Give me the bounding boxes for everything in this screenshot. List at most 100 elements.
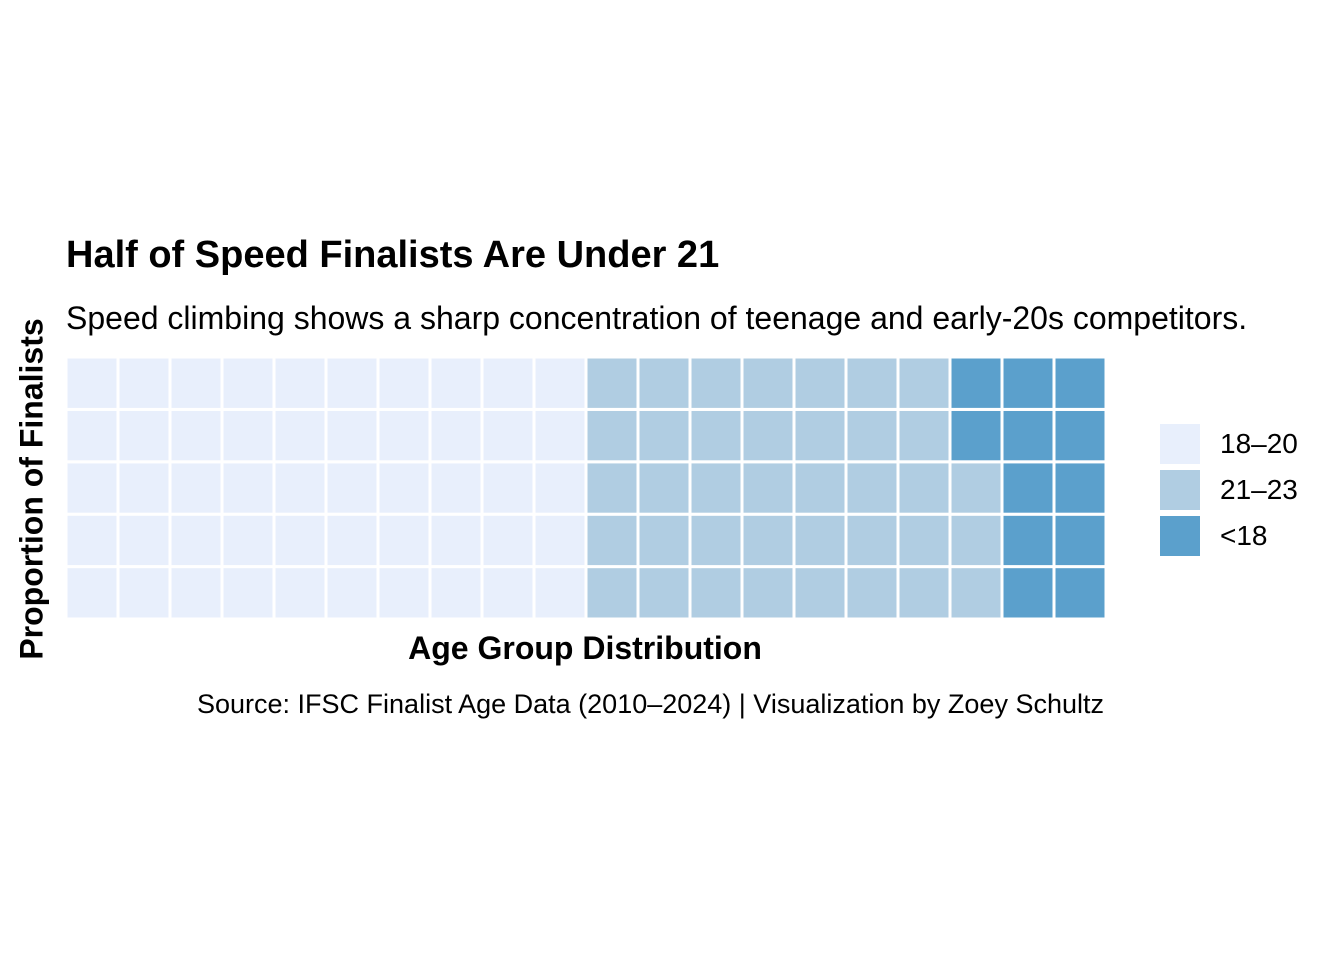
waffle-cell (116, 565, 172, 619)
waffle-cell (896, 407, 952, 464)
waffle-cell (896, 512, 952, 569)
waffle-cell (584, 512, 640, 569)
waffle-cell (532, 512, 588, 569)
waffle-cell (688, 512, 744, 569)
legend-swatch (1160, 424, 1200, 464)
waffle-cell (480, 407, 536, 464)
waffle-cell (324, 512, 380, 569)
waffle-cell (688, 460, 744, 516)
waffle-cell (376, 565, 432, 619)
waffle-cell (220, 460, 276, 516)
waffle-cell (844, 565, 900, 619)
waffle-cell (480, 460, 536, 516)
waffle-cell (532, 460, 588, 516)
waffle-cell (584, 407, 640, 464)
waffle-cell (1052, 357, 1106, 411)
waffle-cell (66, 565, 120, 619)
waffle-cell (324, 565, 380, 619)
waffle-cell (792, 407, 848, 464)
waffle-cell (636, 512, 692, 569)
waffle-cell (1052, 460, 1106, 516)
waffle-cell (1052, 565, 1106, 619)
waffle-cell (376, 460, 432, 516)
chart-title: Half of Speed Finalists Are Under 21 (66, 234, 720, 276)
waffle-cell (740, 460, 796, 516)
waffle-cell (220, 512, 276, 569)
waffle-cell (948, 357, 1004, 411)
waffle-cell (376, 357, 432, 411)
waffle-cell (66, 512, 120, 569)
legend-label: 21–23 (1220, 474, 1298, 505)
waffle-cell (1000, 512, 1056, 569)
waffle-cell (792, 357, 848, 411)
waffle-cell (428, 565, 484, 619)
waffle-cell (66, 357, 120, 411)
waffle-cell (376, 512, 432, 569)
waffle-cell (636, 407, 692, 464)
chart-subtitle: Speed climbing shows a sharp concentrati… (66, 300, 1248, 336)
waffle-cell (116, 460, 172, 516)
waffle-cell (532, 565, 588, 619)
waffle-cell (584, 357, 640, 411)
waffle-cell (272, 357, 328, 411)
waffle-cell (1052, 512, 1106, 569)
waffle-cell (168, 407, 224, 464)
waffle-cell (636, 460, 692, 516)
waffle-cell (688, 357, 744, 411)
waffle-cell (792, 460, 848, 516)
chart-caption: Source: IFSC Finalist Age Data (2010–202… (197, 689, 1104, 719)
waffle-cell (168, 460, 224, 516)
waffle-cell (740, 357, 796, 411)
waffle-cell (948, 460, 1004, 516)
waffle-cell (168, 512, 224, 569)
waffle-cell (948, 512, 1004, 569)
waffle-cell (844, 357, 900, 411)
waffle-cell (688, 565, 744, 619)
waffle-cell (66, 407, 120, 464)
x-axis-label: Age Group Distribution (408, 630, 762, 666)
waffle-cell (844, 512, 900, 569)
waffle-cell (1052, 407, 1106, 464)
waffle-cell (844, 407, 900, 464)
waffle-cell (740, 565, 796, 619)
waffle-cell (220, 565, 276, 619)
waffle-cell (688, 407, 744, 464)
waffle-cell (896, 460, 952, 516)
waffle-cell (324, 407, 380, 464)
waffle-cell (844, 460, 900, 516)
waffle-cell (948, 565, 1004, 619)
waffle-cell (168, 565, 224, 619)
waffle-cell (636, 565, 692, 619)
legend: 18–20 21–23 <18 (1160, 421, 1298, 559)
waffle-cell (116, 407, 172, 464)
waffle-cell (740, 407, 796, 464)
waffle-chart (66, 357, 1106, 619)
waffle-cell (740, 512, 796, 569)
legend-swatch (1160, 516, 1200, 556)
waffle-cell (376, 407, 432, 464)
waffle-cell (428, 407, 484, 464)
legend-item: 18–20 (1160, 421, 1298, 467)
legend-label: 18–20 (1220, 428, 1298, 459)
waffle-cell (272, 512, 328, 569)
waffle-cell (532, 357, 588, 411)
waffle-cell (792, 565, 848, 619)
legend-item: <18 (1160, 513, 1298, 559)
waffle-cell (428, 357, 484, 411)
legend-swatch (1160, 470, 1200, 510)
waffle-cell (948, 407, 1004, 464)
waffle-cell (1000, 460, 1056, 516)
waffle-cell (168, 357, 224, 411)
legend-item: 21–23 (1160, 467, 1298, 513)
waffle-cell (636, 357, 692, 411)
waffle-cell (1000, 565, 1056, 619)
legend-label: <18 (1220, 520, 1268, 551)
waffle-cell (220, 357, 276, 411)
waffle-cell (584, 565, 640, 619)
waffle-cell (1000, 407, 1056, 464)
waffle-cell (480, 565, 536, 619)
waffle-cell (272, 565, 328, 619)
waffle-cell (480, 357, 536, 411)
waffle-cell (324, 357, 380, 411)
waffle-cell (116, 512, 172, 569)
